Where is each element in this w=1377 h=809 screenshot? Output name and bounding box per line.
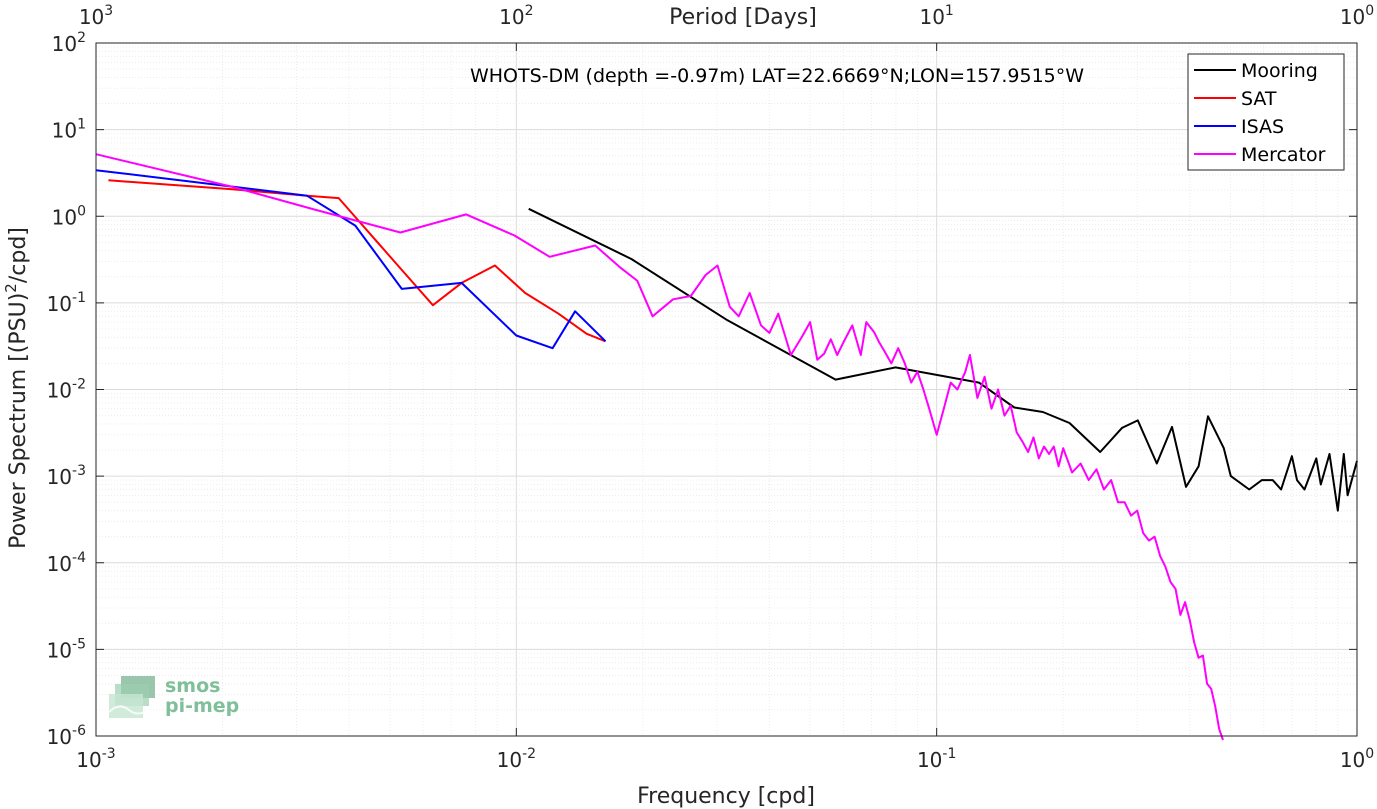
y-tick-label: 10-1 <box>47 290 86 316</box>
y-tick-label: 10-4 <box>47 550 87 576</box>
legend-box <box>1187 53 1345 171</box>
legend-label-sat: SAT <box>1241 88 1277 110</box>
smos-pi-mep-logo: smos pi-mep <box>107 672 247 724</box>
logo-line1: smos <box>165 675 221 697</box>
legend: Mooring SAT ISAS Mercator <box>1187 53 1345 171</box>
legend-label-isas: ISAS <box>1241 116 1284 138</box>
x-tick-label: 10-3 <box>76 746 115 772</box>
x-tick-label: 100 <box>1340 746 1374 772</box>
series-line-mercator <box>95 153 1224 741</box>
y-tick-label: 100 <box>52 203 86 229</box>
logo-emblem-icon <box>108 676 155 718</box>
grid <box>95 42 1358 737</box>
legend-label-mercator: Mercator <box>1241 144 1326 166</box>
top-tick-label: 102 <box>499 3 533 29</box>
y-tick-label: 10-3 <box>47 463 86 489</box>
top-tick-label: 101 <box>919 3 953 29</box>
logo-line2: pi-mep <box>165 695 240 717</box>
y-tick-label: 10-5 <box>47 636 86 662</box>
x-tick-label: 10-2 <box>497 746 536 772</box>
y-tick-label: 10-6 <box>47 723 87 749</box>
series-line-sat <box>108 179 606 343</box>
chart-title: WHOTS-DM (depth =-0.97m) LAT=22.6669°N;L… <box>470 65 1084 87</box>
x-tick-label: 10-1 <box>917 746 956 772</box>
legend-label-mooring: Mooring <box>1241 60 1318 82</box>
top-tick-label: 100 <box>1340 3 1374 29</box>
series-line-mooring <box>528 207 1358 512</box>
y-tick-label: 101 <box>52 117 86 143</box>
y-tick-label: 102 <box>52 30 86 56</box>
series-lines <box>95 153 1358 741</box>
top-tick-label: 103 <box>79 3 113 29</box>
y-tick-label: 10-2 <box>47 377 86 403</box>
x-axis-label: Frequency [cpd] <box>637 784 815 809</box>
y-axis-label: Power Spectrum [(PSU)2/cpd] <box>2 227 31 549</box>
series-line-isas <box>95 169 607 350</box>
top-axis-label: Period [Days] <box>669 5 817 30</box>
